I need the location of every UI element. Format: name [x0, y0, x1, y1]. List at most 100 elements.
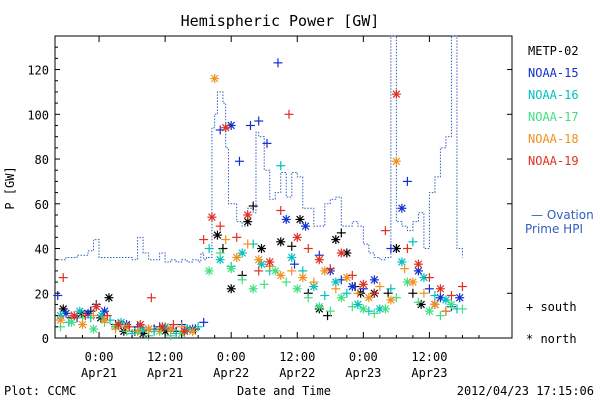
x-axis-label: Date and Time: [237, 384, 331, 398]
data-point: [215, 221, 225, 231]
data-point: [58, 273, 68, 283]
data-point: [287, 241, 297, 251]
data-point: [424, 284, 434, 294]
legend-south-marker: + south: [526, 300, 577, 314]
legend-item: NOAA-15: [528, 66, 579, 80]
y-axis-label: P [GW]: [3, 166, 17, 209]
data-point: [336, 293, 346, 303]
data-point: [91, 302, 101, 312]
data-point: [273, 58, 283, 68]
data-point: [226, 264, 236, 274]
data-point: [135, 320, 145, 330]
data-point: [336, 248, 346, 258]
data-point: [226, 284, 236, 294]
data-point: [215, 248, 225, 258]
data-point: [281, 277, 291, 287]
data-point: [386, 244, 396, 254]
data-point: [292, 284, 302, 294]
data-point: [237, 275, 247, 285]
y-tick-label: 0: [42, 332, 49, 346]
data-point: [295, 214, 305, 224]
data-point: [207, 212, 217, 222]
data-point: [144, 324, 154, 334]
ovation-label-line2: Prime HPI: [525, 222, 583, 236]
data-point: [89, 324, 99, 334]
data-point: [419, 288, 429, 298]
data-point: [243, 210, 253, 220]
data-point: [262, 138, 272, 148]
x-tick-time-label: 0:00: [349, 350, 378, 364]
data-point: [80, 311, 90, 321]
data-point: [221, 235, 231, 245]
data-point: [441, 295, 451, 305]
data-point: [331, 235, 341, 245]
data-point: [188, 326, 198, 336]
data-point: [124, 322, 134, 332]
data-point: [397, 257, 407, 267]
data-point: [441, 306, 451, 316]
data-point: [347, 282, 357, 292]
chart-title: Hemispheric Power [GW]: [181, 12, 380, 30]
data-point: [232, 252, 242, 262]
data-point: [408, 277, 418, 287]
data-point: [455, 293, 465, 303]
data-point: [204, 244, 214, 254]
plot-frame: [54, 35, 513, 339]
data-point: [309, 277, 319, 287]
data-point: [284, 109, 294, 119]
data-point: [375, 282, 385, 292]
data-point: [254, 255, 264, 265]
data-point: [199, 235, 209, 245]
data-point: [270, 266, 280, 276]
data-point: [408, 237, 418, 247]
data-point: [314, 302, 324, 312]
data-point: [424, 306, 434, 316]
data-point: [290, 259, 300, 269]
legend-item: NOAA-16: [528, 88, 579, 102]
x-tick-time-label: 12:00: [411, 350, 447, 364]
data-point: [245, 120, 255, 130]
data-point: [369, 275, 379, 285]
data-point: [281, 214, 291, 224]
data-point: [248, 201, 258, 211]
data-point: [369, 288, 379, 298]
data-point: [237, 248, 247, 258]
x-tick-date-label: Apr23: [345, 366, 381, 380]
legend: METP-02 NOAA-15 NOAA-16 NOAA-17 NOAA-18 NOAA-…: [528, 44, 579, 168]
data-point: [331, 284, 341, 294]
data-point: [168, 320, 178, 330]
data-point: [446, 290, 456, 300]
data-point: [298, 273, 308, 283]
ovation-hpi-layer: [55, 35, 463, 263]
data-point: [358, 304, 368, 314]
data-point: [221, 123, 231, 133]
data-point: [248, 284, 258, 294]
data-point: [391, 156, 401, 166]
y-tick-label: 80: [35, 153, 49, 167]
data-point: [320, 266, 330, 276]
data-point: [446, 299, 456, 309]
data-point: [400, 264, 410, 274]
legend-north-marker: * north: [526, 332, 577, 346]
data-point: [380, 226, 390, 236]
x-tick-date-label: Apr21: [147, 366, 183, 380]
y-tick-label: 100: [27, 108, 49, 122]
x-tick-date-label: Apr22: [279, 366, 315, 380]
data-point: [353, 288, 363, 298]
legend-item: NOAA-18: [528, 132, 579, 146]
data-point: [342, 273, 352, 283]
data-point: [104, 293, 114, 303]
data-point: [336, 228, 346, 238]
data-point: [301, 221, 311, 231]
data-point: [179, 326, 189, 336]
data-point: [364, 293, 374, 303]
data-point: [380, 304, 390, 314]
plot-area: 0 20 40 60 80 100 120 0:00 Apr21 12:00 Apr21 0:00 A…: [27, 35, 513, 380]
y-axis-ticks: 0 20 40 60 80 100 120: [27, 46, 512, 346]
data-point: [424, 273, 434, 283]
data-point: [320, 290, 330, 300]
data-point: [254, 116, 264, 126]
data-point: [89, 311, 99, 321]
data-point: [193, 322, 203, 332]
data-point: [287, 266, 297, 276]
